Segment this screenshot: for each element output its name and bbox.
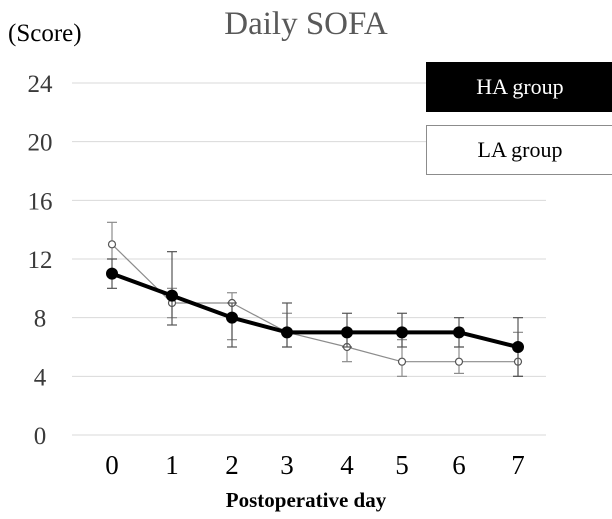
legend-item-la-group: LA group — [426, 125, 612, 175]
y-tick-label: 0 — [34, 423, 47, 450]
x-tick-label: 5 — [395, 450, 409, 480]
data-point-ha — [512, 341, 524, 353]
data-point-la — [454, 357, 464, 366]
series-line-la — [111, 243, 518, 363]
y-tick-label: 8 — [34, 306, 47, 333]
legend-item-ha-group: HA group — [426, 62, 612, 112]
legend-label-ha-group: HA group — [476, 74, 564, 99]
x-axis-label: Postoperative day — [225, 488, 387, 512]
y-tick-label: 16 — [28, 188, 53, 215]
data-point-ha — [396, 326, 408, 339]
x-tick-label: 7 — [511, 450, 525, 480]
x-tick-label: 4 — [340, 450, 354, 480]
y-axis-label: (Score) — [8, 20, 82, 47]
data-point-ha — [106, 267, 118, 280]
data-point-la — [397, 357, 407, 366]
y-tick-label: 4 — [34, 364, 47, 391]
legend-label-la-group: LA group — [477, 137, 563, 162]
series-line-ha — [111, 271, 519, 349]
data-point-ha — [453, 326, 465, 339]
x-tick-label: 2 — [225, 450, 239, 480]
x-tick-label: 6 — [452, 450, 466, 480]
x-tick-label: 0 — [105, 450, 119, 480]
x-tick-label: 1 — [165, 450, 179, 480]
x-tick-label: 3 — [280, 450, 294, 480]
data-point-ha — [341, 326, 353, 339]
y-tick-label: 24 — [28, 71, 54, 98]
data-point-ha — [226, 311, 238, 324]
data-point-la — [107, 240, 117, 249]
y-tick-label: 20 — [28, 130, 53, 157]
data-point-ha — [281, 326, 293, 339]
data-point-ha — [166, 289, 178, 302]
y-tick-label: 12 — [28, 247, 53, 274]
chart-title: Daily SOFA — [224, 6, 388, 42]
